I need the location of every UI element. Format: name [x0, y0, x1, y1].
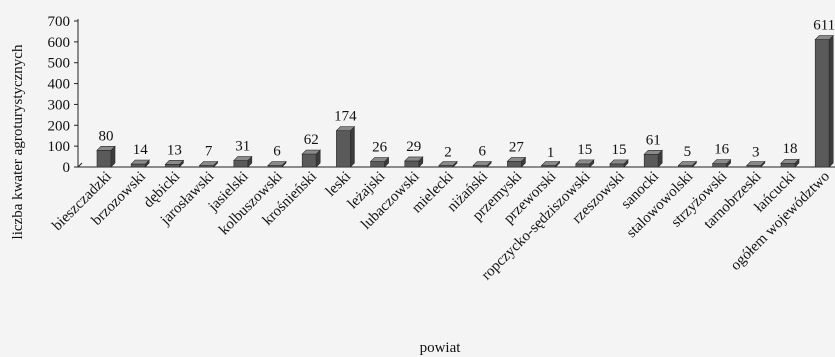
bar-top — [233, 156, 253, 161]
data-label: 3 — [752, 144, 760, 160]
bar-top — [198, 161, 219, 166]
bar-top — [506, 157, 527, 162]
data-label: 611 — [813, 18, 835, 34]
bar-top — [711, 159, 732, 164]
y-tick-label: 500 — [48, 56, 71, 72]
bar — [780, 158, 800, 168]
data-label: 174 — [334, 109, 357, 125]
bar — [814, 34, 834, 168]
y-axis-title: liczba kwater agroturystycznych — [10, 44, 26, 239]
bar-front — [301, 153, 317, 168]
bar-top — [369, 157, 390, 162]
bar — [301, 149, 321, 168]
data-label: 31 — [235, 139, 250, 155]
bar-top — [164, 159, 185, 165]
bar — [233, 155, 253, 168]
bar-top — [130, 159, 150, 165]
bar-front — [404, 160, 420, 168]
data-label: 15 — [577, 142, 592, 158]
bar-top — [643, 149, 663, 155]
bar — [335, 125, 356, 168]
data-label: 5 — [684, 144, 692, 160]
bar-front — [643, 153, 659, 168]
bar-top — [301, 149, 321, 155]
bar — [540, 160, 561, 168]
data-label: 14 — [133, 142, 149, 158]
bar-top — [609, 159, 629, 165]
bar — [677, 160, 698, 168]
bar — [609, 159, 629, 168]
bar-top — [96, 146, 116, 151]
bar-top — [472, 161, 492, 166]
y-tick-label: 0 — [63, 160, 71, 176]
bar — [438, 160, 458, 168]
bar-top — [438, 161, 458, 166]
data-label: 27 — [509, 139, 525, 155]
bar — [267, 160, 287, 168]
bar-front — [165, 163, 180, 168]
bar-top — [404, 156, 424, 162]
bar-front — [712, 163, 727, 168]
bars-group — [96, 34, 834, 168]
bar-front — [575, 163, 591, 168]
bar-top — [746, 161, 766, 166]
bar — [643, 149, 663, 168]
bar-front — [780, 162, 796, 168]
bar — [96, 145, 116, 168]
data-label: 26 — [372, 140, 388, 156]
bar-top — [575, 159, 595, 165]
bar-front — [814, 39, 830, 168]
data-label: 80 — [99, 128, 114, 144]
x-axis-title: powiat — [420, 340, 462, 356]
data-label: 18 — [783, 141, 798, 157]
data-label: 7 — [205, 144, 213, 160]
bar-front — [370, 161, 385, 168]
data-label: 62 — [304, 132, 319, 148]
y-tick-label: 400 — [48, 77, 71, 93]
y-tick-label: 700 — [48, 14, 71, 30]
bar — [472, 160, 492, 168]
data-label: 6 — [478, 144, 486, 160]
axis-depth-line — [77, 162, 83, 168]
bar — [711, 158, 732, 168]
bar-top — [267, 161, 287, 166]
bar-side — [828, 34, 834, 168]
data-label: 15 — [612, 142, 627, 158]
y-tick-label: 100 — [48, 139, 71, 155]
bar-front — [233, 160, 249, 168]
labels-group: 010020030040050060070080bieszczadzki14br… — [48, 14, 835, 284]
data-label: 6 — [273, 144, 281, 160]
bar — [369, 156, 390, 168]
bar-top — [814, 35, 834, 40]
bar-front — [130, 163, 146, 168]
bar-front — [336, 130, 351, 168]
bar-front — [507, 161, 522, 168]
bar — [506, 156, 527, 168]
data-label: 1 — [547, 145, 555, 161]
bar-side — [350, 125, 355, 168]
data-label: 2 — [444, 145, 452, 161]
bar — [746, 160, 766, 168]
data-label: 61 — [646, 132, 661, 148]
data-label: 13 — [167, 142, 182, 158]
bar-top — [780, 158, 800, 164]
bar-front — [609, 163, 625, 168]
y-tick-label: 600 — [48, 35, 71, 51]
bar — [130, 159, 150, 168]
bar — [198, 160, 219, 168]
y-tick-label: 300 — [48, 97, 71, 113]
bar-top — [540, 161, 561, 166]
bar-top — [335, 126, 356, 132]
y-tick-label: 200 — [48, 118, 71, 134]
data-label: 29 — [406, 139, 421, 155]
bar-front — [96, 150, 112, 168]
data-label: 16 — [714, 142, 730, 158]
bar — [575, 159, 595, 168]
bar — [404, 156, 424, 168]
bar — [164, 159, 185, 168]
bar-top — [677, 161, 698, 166]
